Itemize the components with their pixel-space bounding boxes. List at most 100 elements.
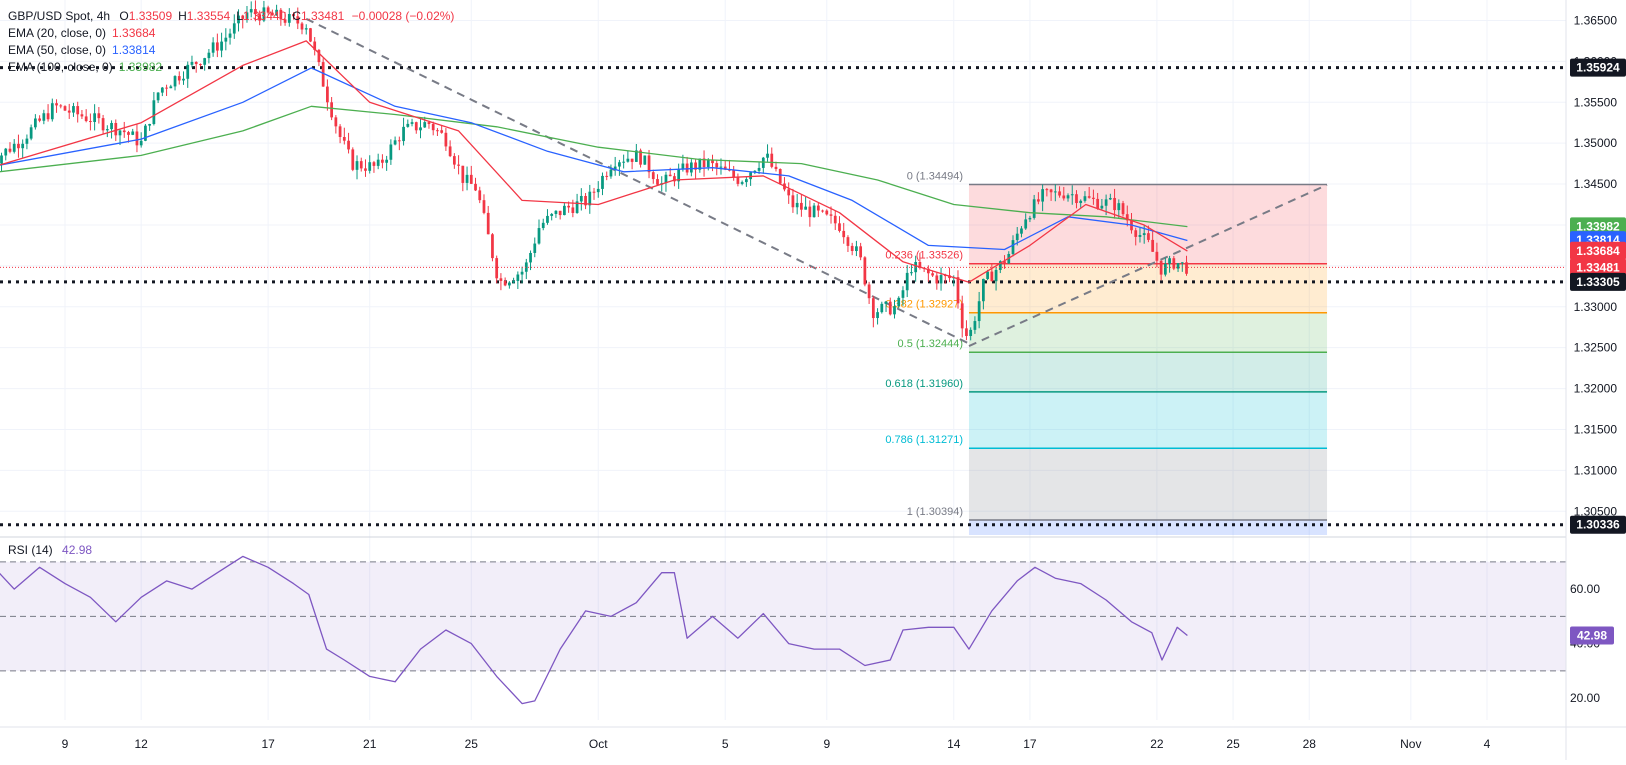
candle-body xyxy=(986,271,989,279)
candle-body xyxy=(364,168,367,171)
price-tick-label: 1.31500 xyxy=(1574,422,1618,436)
candle-body xyxy=(1045,189,1049,191)
symbol-label[interactable]: GBP/USD Spot, 4h xyxy=(8,9,111,23)
candle-body xyxy=(931,273,934,276)
candle-body xyxy=(855,246,858,252)
candle-body xyxy=(596,188,600,193)
candle-body xyxy=(825,210,829,215)
candle-body xyxy=(884,301,888,304)
candle-body xyxy=(520,271,524,275)
candle-body xyxy=(8,148,12,152)
rsi-label[interactable]: RSI (14) xyxy=(8,543,53,557)
candle-body xyxy=(1049,189,1053,193)
candle-body xyxy=(118,130,122,136)
candle-body xyxy=(67,110,71,113)
candle-body xyxy=(524,262,528,272)
candle-body xyxy=(1100,205,1104,209)
candle-body xyxy=(258,14,262,21)
candle-body xyxy=(1172,258,1176,269)
fib-zone xyxy=(968,184,1328,264)
candle-body xyxy=(33,118,37,128)
candle-body xyxy=(1015,233,1019,241)
candle-body xyxy=(842,230,846,238)
candle-body xyxy=(1079,200,1083,204)
candle-body xyxy=(309,28,312,42)
candle-body xyxy=(186,64,190,79)
candle-body xyxy=(452,156,456,165)
price-badge xyxy=(1570,217,1626,236)
candle-body xyxy=(609,169,613,177)
candle-body xyxy=(507,282,511,286)
candle-body xyxy=(550,213,554,216)
candle-body xyxy=(981,278,985,302)
fib-zone xyxy=(968,448,1328,520)
indicator-label[interactable]: EMA (100, close, 0) xyxy=(8,60,113,74)
candle-body xyxy=(245,12,249,19)
time-tick-label: Oct xyxy=(589,737,608,751)
candle-body xyxy=(1151,239,1155,252)
fib-level-label: 1 (1.30394) xyxy=(907,506,963,518)
fib-level-label: 0.5 (1.32444) xyxy=(898,338,963,350)
candle-body xyxy=(93,113,97,122)
candle-body xyxy=(516,274,520,281)
candle-body xyxy=(351,149,355,170)
candle-body xyxy=(105,129,109,131)
candle-body xyxy=(757,167,761,171)
candle-body xyxy=(275,9,278,16)
candle-body xyxy=(778,169,782,184)
candle-body xyxy=(588,191,592,206)
price-tick-label: 1.32000 xyxy=(1574,382,1618,396)
candle-body xyxy=(749,172,752,180)
candle-body xyxy=(1066,195,1070,199)
candle-body xyxy=(829,214,833,216)
candle-body xyxy=(283,19,287,23)
candle-body xyxy=(25,138,29,144)
candle-body xyxy=(1058,191,1061,196)
candle-body xyxy=(1185,262,1188,274)
candle-body xyxy=(482,200,486,213)
candle-body xyxy=(956,277,960,304)
candle-body xyxy=(427,122,431,125)
candle-body xyxy=(1003,261,1006,264)
candle-body xyxy=(436,130,439,132)
candle-body xyxy=(664,174,668,184)
candle-body xyxy=(190,61,194,65)
candle-body xyxy=(338,126,342,138)
candle-body xyxy=(89,121,92,123)
candle-body xyxy=(910,272,913,274)
fib-level-label: 0.236 (1.33526) xyxy=(885,250,963,262)
candle-body xyxy=(584,195,587,206)
candle-body xyxy=(410,122,414,124)
candle-body xyxy=(537,228,541,244)
candle-body xyxy=(241,15,245,19)
candle-body xyxy=(237,15,240,24)
price-badge-label: 1.33982 xyxy=(1576,219,1620,233)
ohlc-values: O1.33509 H1.33554 L1.33440 C1.33481 xyxy=(113,9,344,23)
indicator-label[interactable]: EMA (50, close, 0) xyxy=(8,43,107,57)
candle-body xyxy=(296,16,300,24)
candle-body xyxy=(838,223,841,231)
candle-body xyxy=(495,258,499,279)
candle-body xyxy=(812,205,816,218)
candle-body xyxy=(448,146,452,157)
indicator-label[interactable]: EMA (20, close, 0) xyxy=(8,26,107,40)
candle-body xyxy=(385,159,389,163)
ohlc-key: H xyxy=(178,9,187,23)
candle-body xyxy=(304,28,308,30)
candle-body xyxy=(372,162,376,166)
price-badge-label: 1.35924 xyxy=(1576,61,1620,75)
candle-body xyxy=(461,165,465,183)
candle-body xyxy=(821,210,824,212)
candle-body xyxy=(144,125,147,141)
candle-body xyxy=(215,42,219,51)
indicator-value: 1.33814 xyxy=(112,43,156,57)
candle-body xyxy=(491,234,494,259)
candle-body xyxy=(567,205,571,208)
candle-body xyxy=(84,116,88,122)
candle-body xyxy=(203,58,207,65)
candle-body xyxy=(960,303,964,329)
candle-body xyxy=(876,312,879,319)
candle-body xyxy=(702,158,706,168)
indicator-row: EMA (20, close, 0) 1.33684 xyxy=(8,25,454,42)
